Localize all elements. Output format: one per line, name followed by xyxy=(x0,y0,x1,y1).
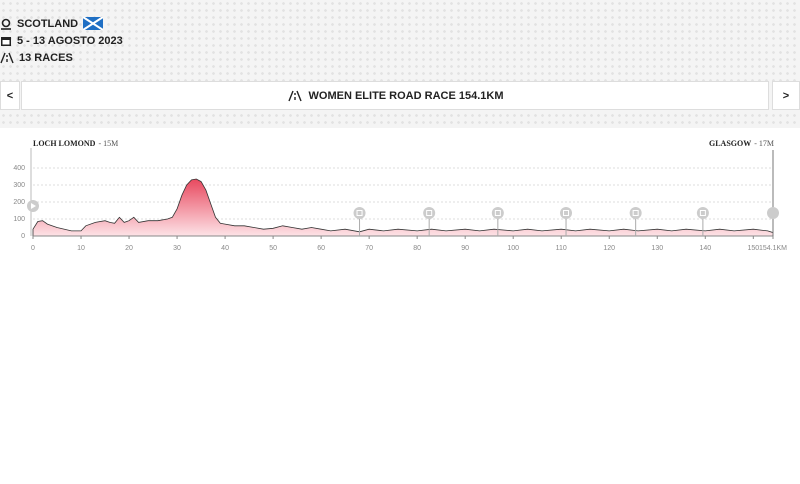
y-tick-label: 300 xyxy=(13,182,25,189)
x-tick-label: 0 xyxy=(31,245,35,252)
x-tick-label: 40 xyxy=(221,245,229,252)
x-tick-label: 50 xyxy=(269,245,277,252)
calendar-icon xyxy=(1,37,11,46)
lap-icon xyxy=(632,210,639,216)
x-tick-label: 10 xyxy=(77,245,85,252)
races-row: 13 RACES xyxy=(0,52,73,64)
x-tick-label: 70 xyxy=(365,245,373,252)
x-tick-label: 130 xyxy=(651,245,663,252)
road-icon xyxy=(287,90,302,101)
finish-name: GLASGOW xyxy=(709,139,751,148)
prev-label[interactable]: < xyxy=(6,89,14,102)
road-icon xyxy=(0,52,14,64)
lap-marker xyxy=(560,207,573,219)
lap-icon xyxy=(494,210,501,216)
y-tick-label: 0 xyxy=(21,233,25,240)
race-title[interactable]: WOMEN ELITE ROAD RACE 154.1KM xyxy=(308,89,504,102)
y-tick-label: 100 xyxy=(13,216,25,223)
lap-marker xyxy=(629,207,642,219)
finish-marker xyxy=(767,207,779,219)
lap-icon xyxy=(563,210,570,216)
profile-area xyxy=(32,178,774,237)
pin-icon xyxy=(1,18,11,30)
x-tick-label: 100 xyxy=(507,245,519,252)
lap-marker xyxy=(696,207,709,219)
lap-icon xyxy=(356,210,363,216)
lap-marker xyxy=(423,207,436,219)
x-tick-label: 120 xyxy=(603,245,615,252)
finish-altitude: - 17M xyxy=(754,139,774,148)
profile-chart: LOCH LOMOND - 15M - 17M GLASGOW 01002003… xyxy=(13,139,787,252)
dates: 5 - 13 AGOSTO 2023 xyxy=(17,35,123,47)
prev-button[interactable]: < xyxy=(0,81,20,110)
start-altitude: - 15M xyxy=(98,139,118,148)
y-tick-label: 400 xyxy=(13,165,25,172)
flag xyxy=(83,17,104,30)
start-icon xyxy=(31,203,36,209)
x-tick-label: 140 xyxy=(699,245,711,252)
next-label[interactable]: > xyxy=(782,89,790,102)
x-tick-label: 110 xyxy=(556,245,567,252)
lap-marker xyxy=(353,207,366,219)
x-tick-label: 60 xyxy=(317,245,325,252)
next-button[interactable]: > xyxy=(772,81,800,110)
lap-icon xyxy=(426,210,433,216)
x-tick-label: 30 xyxy=(173,245,181,252)
x-tick-label: 20 xyxy=(125,245,133,252)
x-tick-label: 150 xyxy=(747,245,759,252)
race-selector[interactable]: WOMEN ELITE ROAD RACE 154.1KM xyxy=(21,81,769,110)
location-row: SCOTLAND xyxy=(0,17,104,30)
lap-icon xyxy=(699,210,706,216)
location: SCOTLAND xyxy=(17,17,79,30)
x-tick-label: 80 xyxy=(413,245,421,252)
y-tick-label: 200 xyxy=(13,199,25,206)
x-tick-label: 90 xyxy=(461,245,469,252)
header: SCOTLAND 5 - 13 AGOSTO 2023 13 RACES < W… xyxy=(0,0,800,128)
races: 13 RACES xyxy=(19,52,73,64)
x-tick-label: 154.1KM xyxy=(759,245,787,252)
lap-marker xyxy=(491,207,504,219)
dates-row: 5 - 13 AGOSTO 2023 xyxy=(0,35,123,47)
start-name: LOCH LOMOND xyxy=(33,139,96,148)
